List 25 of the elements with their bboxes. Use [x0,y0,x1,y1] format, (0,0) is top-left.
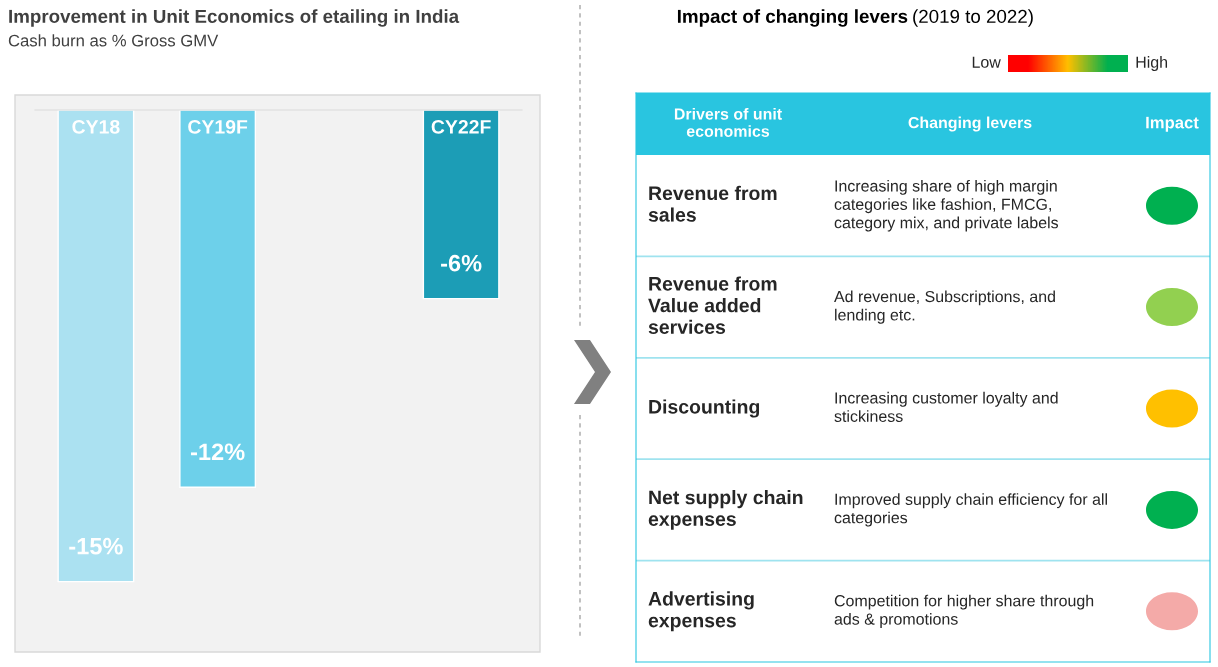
category-label: Competition for higher share through ads & promotions [834,594,1094,628]
x-tick-label: CY19F [188,119,248,134]
data-label: -15% [69,537,123,555]
text: Drivers of unit economics [674,107,782,137]
category-label: Advertising expenses [648,591,754,632]
chart-title: Improvement in Unit Economics of etailing in India [9,9,460,27]
text: Low [972,56,1001,68]
text: High [1136,56,1168,71]
category-label: Improved supply chain efficiency for all categories [834,493,1107,527]
data-label: -6% [441,254,482,272]
category-label: Ad revenue, Subscriptions, and lending etc. [834,290,1055,324]
text: (2019 to 2022) [913,9,1033,27]
x-tick-label: CY22F [431,119,491,134]
chart-subtitle: Cash burn as % Gross GMV [8,34,219,47]
category-label: Revenue from sales [648,185,777,222]
x-tick-label: CY18 [72,119,120,134]
category-label: Net supply chain expenses [648,490,803,530]
category-label: Discounting [649,399,760,418]
category-label: Impact [1146,116,1199,132]
text: Impact of changing levers [677,9,908,27]
text: Changing levers [908,116,1032,132]
category-label: Increasing customer loyalty and stickiness [834,391,1058,422]
category-label: Increasing share of high margin categories like fashion, FMCG, category mix, and private labels [834,179,1059,232]
category-label: Revenue from Value added services [648,276,777,334]
data-label: -12% [190,443,245,461]
